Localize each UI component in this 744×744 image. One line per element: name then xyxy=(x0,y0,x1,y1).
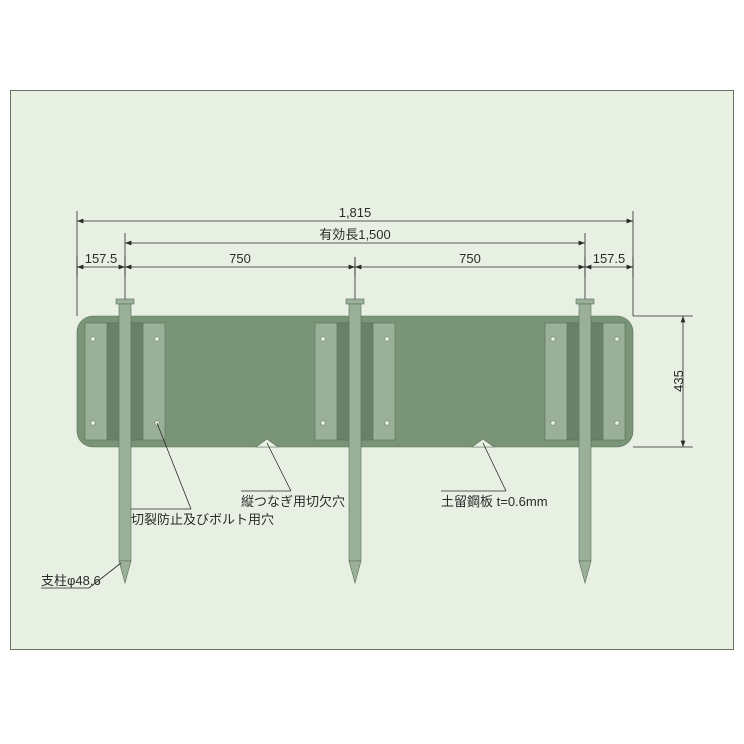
hole xyxy=(91,421,95,425)
hole xyxy=(321,337,325,341)
hole xyxy=(551,421,555,425)
hole xyxy=(385,337,389,341)
dim-span-right: 750 xyxy=(459,251,481,266)
hole xyxy=(385,421,389,425)
hole xyxy=(321,421,325,425)
dim-end-right: 157.5 xyxy=(593,251,626,266)
dim-end-left: 157.5 xyxy=(85,251,118,266)
post-right xyxy=(576,299,594,583)
hole xyxy=(615,421,619,425)
hole xyxy=(91,337,95,341)
dim-span-left: 750 xyxy=(229,251,251,266)
hole xyxy=(155,337,159,341)
dim-effective-length: 有効長1,500 xyxy=(319,227,391,242)
label-post: 支柱φ48.6 xyxy=(41,573,101,588)
dim-total-length: 1,815 xyxy=(339,205,372,220)
drawing-frame: 1,815 有効長1,500 157.5 750 750 157.5 435 支… xyxy=(10,90,734,650)
post-center xyxy=(346,299,364,583)
label-notch: 縦つなぎ用切欠穴 xyxy=(241,494,345,509)
dim-height: 435 xyxy=(671,370,686,392)
hole xyxy=(551,337,555,341)
label-bolt-hole: 切裂防止及びボルト用穴 xyxy=(131,512,274,527)
hole xyxy=(615,337,619,341)
drawing-svg: 1,815 有効長1,500 157.5 750 750 157.5 435 支… xyxy=(11,91,735,651)
label-plate: 土留鋼板 t=0.6mm xyxy=(441,494,548,509)
